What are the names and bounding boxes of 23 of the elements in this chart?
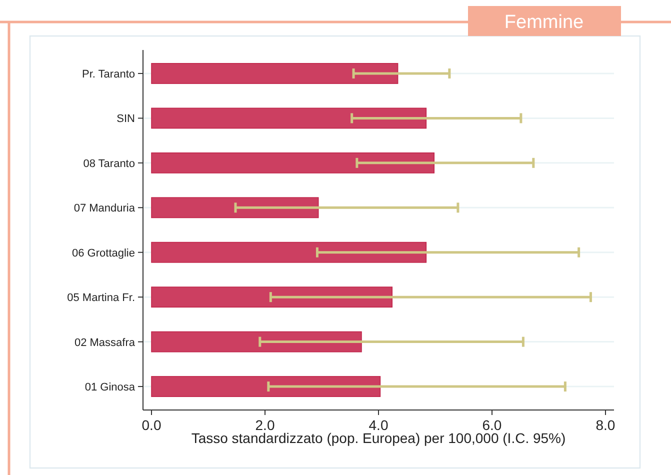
bar: [151, 286, 393, 308]
y-tick-label: 07 Manduria: [74, 202, 136, 215]
y-tick-label: SIN: [116, 113, 136, 126]
bar: [151, 108, 427, 129]
y-tick-label: 05 Martina Fr.: [67, 292, 135, 304]
bar: [151, 242, 427, 263]
bar: [151, 331, 362, 352]
bar: [151, 376, 381, 397]
bar: [151, 63, 398, 84]
x-tick-label: 8.0: [596, 417, 616, 433]
y-tick-label: 06 Grottaglie: [72, 247, 135, 260]
x-tick-label: 4.0: [368, 417, 388, 433]
y-tick-label: Pr. Taranto: [82, 68, 135, 80]
x-tick-label: 2.0: [255, 417, 275, 433]
y-tick-label: 08 Taranto: [83, 158, 135, 170]
bar: [151, 197, 319, 218]
x-axis-title: Tasso standardizzato (pop. Europea) per 100,000 (I.C. 95%): [191, 430, 566, 446]
chart-title: Femmine: [504, 12, 584, 33]
bar: [151, 152, 435, 174]
x-tick-label: 6.0: [482, 417, 502, 433]
y-tick-label: 01 Ginosa: [84, 382, 136, 394]
x-tick-label: 0.0: [142, 417, 162, 433]
y-tick-label: 02 Massafra: [74, 336, 136, 349]
